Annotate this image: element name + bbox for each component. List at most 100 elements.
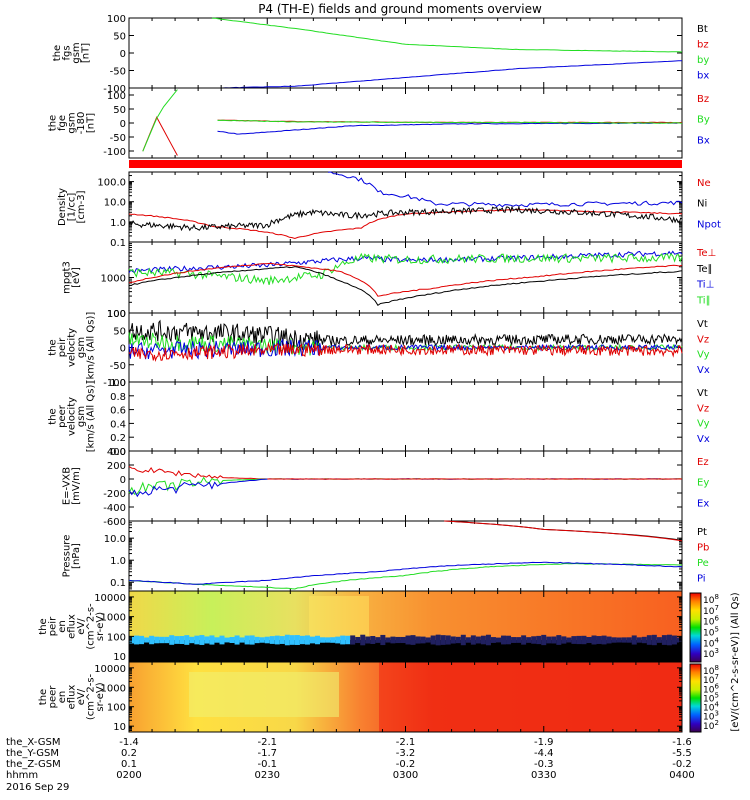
y-tick-label: 0.2 — [110, 433, 126, 444]
red-band — [129, 160, 682, 168]
legend-label: By — [697, 115, 710, 126]
y-tick-label: 0.1 — [110, 238, 126, 249]
colorbar-ion — [689, 592, 702, 663]
ion-spectrogram-speckle — [279, 636, 285, 644]
legend-label: bz — [697, 40, 709, 51]
legend-label: Ni — [697, 199, 707, 210]
ion-spectrogram-speckle — [671, 635, 677, 645]
ion-spectrogram-speckle — [586, 636, 592, 644]
y-axis-label: Density — [57, 188, 68, 226]
xaxis-row-label: the_Z-GSM — [6, 759, 61, 770]
ion-spectrogram-speckle — [234, 635, 240, 645]
ion-spectrogram-speckle — [536, 635, 542, 645]
legend-label: Ti∥ — [696, 295, 711, 306]
y-axis-label: velocity — [66, 397, 77, 436]
xaxis-row-value: -1.9 — [534, 737, 554, 748]
ion-spectrogram-speckle — [676, 637, 682, 643]
xaxis-row-value: -1.7 — [257, 748, 277, 759]
y-tick-label: 100 — [107, 309, 126, 320]
colorbar-tick-exponent: 5 — [714, 626, 718, 634]
ion-spectrogram-speckle — [561, 636, 567, 644]
legend-label: Ti⊥ — [696, 280, 714, 291]
y-tick-label: -100 — [103, 84, 126, 95]
legend-label: Bz — [697, 94, 709, 105]
ion-spectrogram-speckle — [651, 634, 657, 646]
ion-spectrogram-speckle — [631, 635, 637, 645]
y-tick-label: 50 — [113, 326, 126, 337]
ion-spectrogram-speckle — [174, 636, 180, 644]
y-axis-label: eflux — [66, 685, 77, 710]
y-tick-label: -50 — [110, 133, 126, 144]
y-tick-label: -400 — [103, 503, 126, 514]
y-axis-label: [km/s (All Qs)] — [85, 312, 96, 384]
ion-spectrogram-speckle — [511, 637, 517, 643]
series-line-green — [211, 17, 683, 53]
legend-label: Ne — [697, 178, 711, 189]
y-axis-label: mpgt3 — [62, 261, 73, 294]
ion-spectrogram-speckle — [521, 635, 527, 645]
ion-spectrogram-speckle — [149, 635, 155, 645]
colorbar-tick-exponent: 7 — [714, 673, 718, 681]
panel-p9: 10000 1000 100 10 thepeirenefluxeV/(cm^2-s-s… — [38, 590, 683, 663]
ion-spectrogram-speckle — [410, 635, 416, 645]
ion-spectrogram-speckle — [470, 635, 476, 645]
series-line-blue — [128, 478, 683, 498]
y-axis-label: the — [47, 408, 58, 424]
ion-spectrogram-speckle — [370, 636, 376, 644]
series-line-blue — [128, 561, 683, 585]
ion-spectrogram-speckle — [229, 636, 235, 644]
ion-spectrogram-speckle — [209, 635, 215, 645]
ion-spectrogram-speckle — [390, 636, 396, 644]
ion-spectrogram-speckle — [661, 635, 667, 645]
y-axis-label: gsm — [71, 42, 82, 63]
legend-label: Vy — [697, 350, 710, 361]
colorbar-label: [eV/(cm^2-s-sr-eV)] (All Qs) — [730, 592, 741, 731]
y-tick-label: 1000 — [101, 274, 126, 285]
y-axis-label: (cm^2-s- — [85, 673, 96, 720]
ion-spectrogram-speckle — [646, 635, 652, 645]
xaxis-row-label: hhmm — [6, 770, 38, 781]
colorbar-tick-exponent: 3 — [714, 710, 718, 718]
y-axis-label: [nT] — [81, 43, 92, 63]
legend-label: Vt — [697, 388, 708, 399]
ion-spectrogram-speckle — [184, 635, 190, 645]
ion-spectrogram-speckle — [415, 636, 421, 644]
ion-spectrogram-speckle — [636, 637, 642, 643]
ion-spectrogram-speckle — [616, 637, 622, 643]
ion-spectrogram-speckle — [506, 635, 512, 645]
xaxis-row-value: -2.1 — [257, 737, 277, 748]
panel-p4: 1000 100 mpgt3[eV] Te⊥ Te∥ Ti⊥ Ti∥ — [62, 241, 716, 320]
y-tick-label: -200 — [103, 489, 126, 500]
colorbar-tick-exponent: 8 — [714, 593, 718, 601]
ion-spectrogram-speckle — [541, 634, 547, 646]
ion-spectrogram-speckle — [259, 637, 265, 643]
ion-spectrogram-speckle — [159, 636, 165, 644]
series-line-black — [128, 266, 683, 307]
y-tick-label: -600 — [103, 517, 126, 528]
panel-p10: 10000 1000 100 10 thepeerenefluxeV/(cm^2-s-s… — [38, 661, 683, 733]
legend-label: Vz — [697, 403, 709, 414]
series-line-red — [128, 341, 683, 362]
ion-spectrogram-speckle — [274, 635, 280, 645]
legend-label: Vx — [697, 434, 710, 445]
colorbar-tick-exponent: 8 — [714, 664, 718, 672]
legend-label: Vy — [697, 419, 710, 430]
xaxis-row-value: -5.5 — [672, 748, 692, 759]
y-axis-label: Pressure — [62, 535, 73, 578]
ion-spectrogram-speckle — [475, 636, 481, 644]
electron-spectrogram-hot — [379, 662, 682, 732]
legend-label: Ex — [697, 498, 709, 509]
xaxis-row-value: 0.1 — [121, 759, 137, 770]
y-tick-label: 100 — [107, 703, 126, 714]
ion-spectrogram-speckle — [239, 637, 245, 643]
ion-spectrogram-speckle — [249, 635, 255, 645]
y-axis-label: [eV] — [71, 267, 82, 288]
ion-spectrogram-speckle — [129, 636, 134, 644]
ion-spectrogram-speckle — [621, 637, 627, 643]
panel-p8: 10.0 1.0 0.1 Pressure[nPa] Pt Pb Pe Pi — [62, 520, 709, 592]
y-axis-label: [1/cc] — [66, 193, 77, 222]
y-tick-label: 100.0 — [97, 178, 126, 189]
ion-spectrogram-speckle — [189, 636, 195, 644]
colorbar-tick-exponent: 7 — [714, 604, 718, 612]
ion-spectrogram-speckle — [365, 636, 371, 644]
